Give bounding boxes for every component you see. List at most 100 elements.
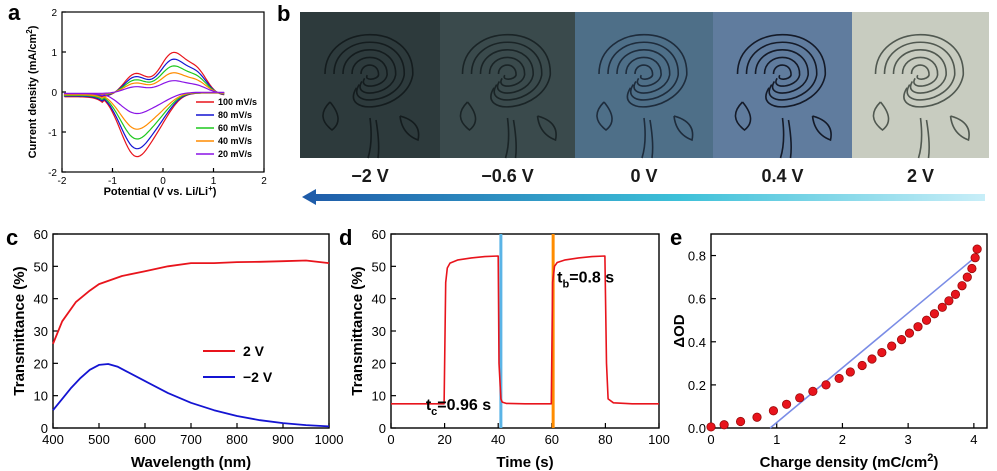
panel-label-b: b [277,1,290,26]
panel-label-c: c [6,225,18,250]
y-tick-label: 0.2 [688,378,706,393]
electrochromic-photo [575,12,713,159]
od-data-point [972,244,982,254]
voltage-label: 0 V [630,166,657,186]
switching-line [391,255,659,405]
od-data-point [929,309,940,319]
x-tick-label: 0 [160,176,166,187]
rose-drawing-icon [872,34,970,159]
od-data-point [944,296,954,306]
x-tick-label: 0 [387,432,394,447]
photo-background [852,12,989,158]
rose-drawing-icon [322,34,420,159]
x-axis-title-a-sup: + [208,184,213,193]
od-data-point [706,422,716,432]
y-tick-label: 30 [34,324,48,339]
annotation-sub: c [431,406,437,418]
y-tick-label: 0 [41,421,48,436]
od-data-point [904,328,915,338]
od-data-point [808,386,818,396]
y-tick-label: 50 [372,259,386,274]
response-time-annotation: tc=0.96 s [426,397,491,418]
y-tick-label: 30 [372,324,386,339]
od-data-point [950,289,961,299]
x-tick-label: -1 [108,176,117,187]
y-tick-label: 60 [34,227,48,242]
y-tick-label: 50 [34,259,48,274]
x-tick-label: 20 [437,432,451,447]
voltage-label: 0.4 V [761,166,803,186]
od-data-point [970,253,980,263]
legend-c: 2 V −2 V [203,343,273,385]
photo-background [440,12,575,158]
od-data-point [857,360,867,371]
y-tick-label: 0.8 [688,249,706,264]
voltage-label: 2 V [907,166,934,186]
legend-label: 80 mV/s [218,110,252,120]
x-axis-title-c: Wavelength (nm) [131,454,251,471]
od-data-point [913,322,923,332]
y-tick-label: 0 [51,88,57,99]
annotation-main: t [557,270,563,287]
od-data-point [967,263,977,274]
od-data-point [768,406,779,416]
x-tick-label: 2 [839,432,846,447]
od-data-point [821,380,831,390]
annotation-sub: b [562,279,569,291]
panel-b-photo-strip: −2 V −0.6 V 0 V 0.4 V 2 V [300,12,989,205]
y-tick-label: 0 [379,421,386,436]
linear-fit-line [769,254,978,429]
x-tick-label: -2 [58,176,67,187]
od-data-point [719,420,729,430]
cv-series-line [63,80,225,115]
od-data-point [735,416,746,427]
x-tick-label: 500 [88,432,110,447]
y-tick-label: 1 [51,48,57,59]
electrochromic-photo [440,12,575,159]
x-tick-label: 1 [773,432,780,447]
y-tick-label: 10 [34,389,48,404]
od-data-point [877,347,887,358]
panel-c-transmittance-spectrum: 400 500 600 700 800 900 1000 0 10 20 30 40 50 60 2 V −… [11,227,343,471]
rose-drawing-icon [734,34,832,159]
x-tick-label: 400 [42,432,64,447]
y-axis-title-c: Transmittance (%) [11,266,28,395]
y-tick-label: 40 [372,292,386,307]
x-tick-label: 40 [491,432,505,447]
y-tick-label: -1 [48,128,57,139]
response-time-annotation: tb=0.8 s [557,270,614,291]
x-tick-label: 800 [226,432,248,447]
plot-frame-d [390,233,660,429]
x-tick-label: 900 [272,432,294,447]
y-axis-title-e: ΔOD [671,314,688,347]
y-tick-label: 40 [34,292,48,307]
y-axis-title-a-sup: 2 [25,29,34,34]
legend-label: 100 mV/s [218,97,257,107]
od-data-point [962,272,972,282]
od-data-point [921,315,932,325]
legend-label: 40 mV/s [218,136,252,146]
y-axis-title-d: Transmittance (%) [349,266,366,395]
voltage-label: −0.6 V [481,166,534,186]
voltage-arrow-icon [302,189,985,205]
annotation-rest: =0.96 s [437,397,491,414]
od-data-point [834,373,844,384]
panel-label-d: d [339,225,352,250]
plot-frame-e [710,233,988,429]
od-data-point [845,367,855,377]
x-axis-title-e-sup: 2 [927,452,933,464]
x-tick-label: 1 [211,176,217,187]
y-tick-label: 10 [372,389,386,404]
od-data-point [867,354,877,364]
plot-frame-a [61,11,265,173]
x-axis-title-e-main: Charge density (mC/cm [760,454,928,471]
rose-drawing-icon [596,34,694,159]
legend-label: −2 V [243,369,273,385]
electrochromic-photo [713,12,852,159]
y-tick-label: 60 [372,227,386,242]
od-data-point [781,399,792,409]
voltage-label: −2 V [351,166,389,186]
x-axis-title-a-close: ) [213,186,217,198]
photo-background [300,12,440,158]
